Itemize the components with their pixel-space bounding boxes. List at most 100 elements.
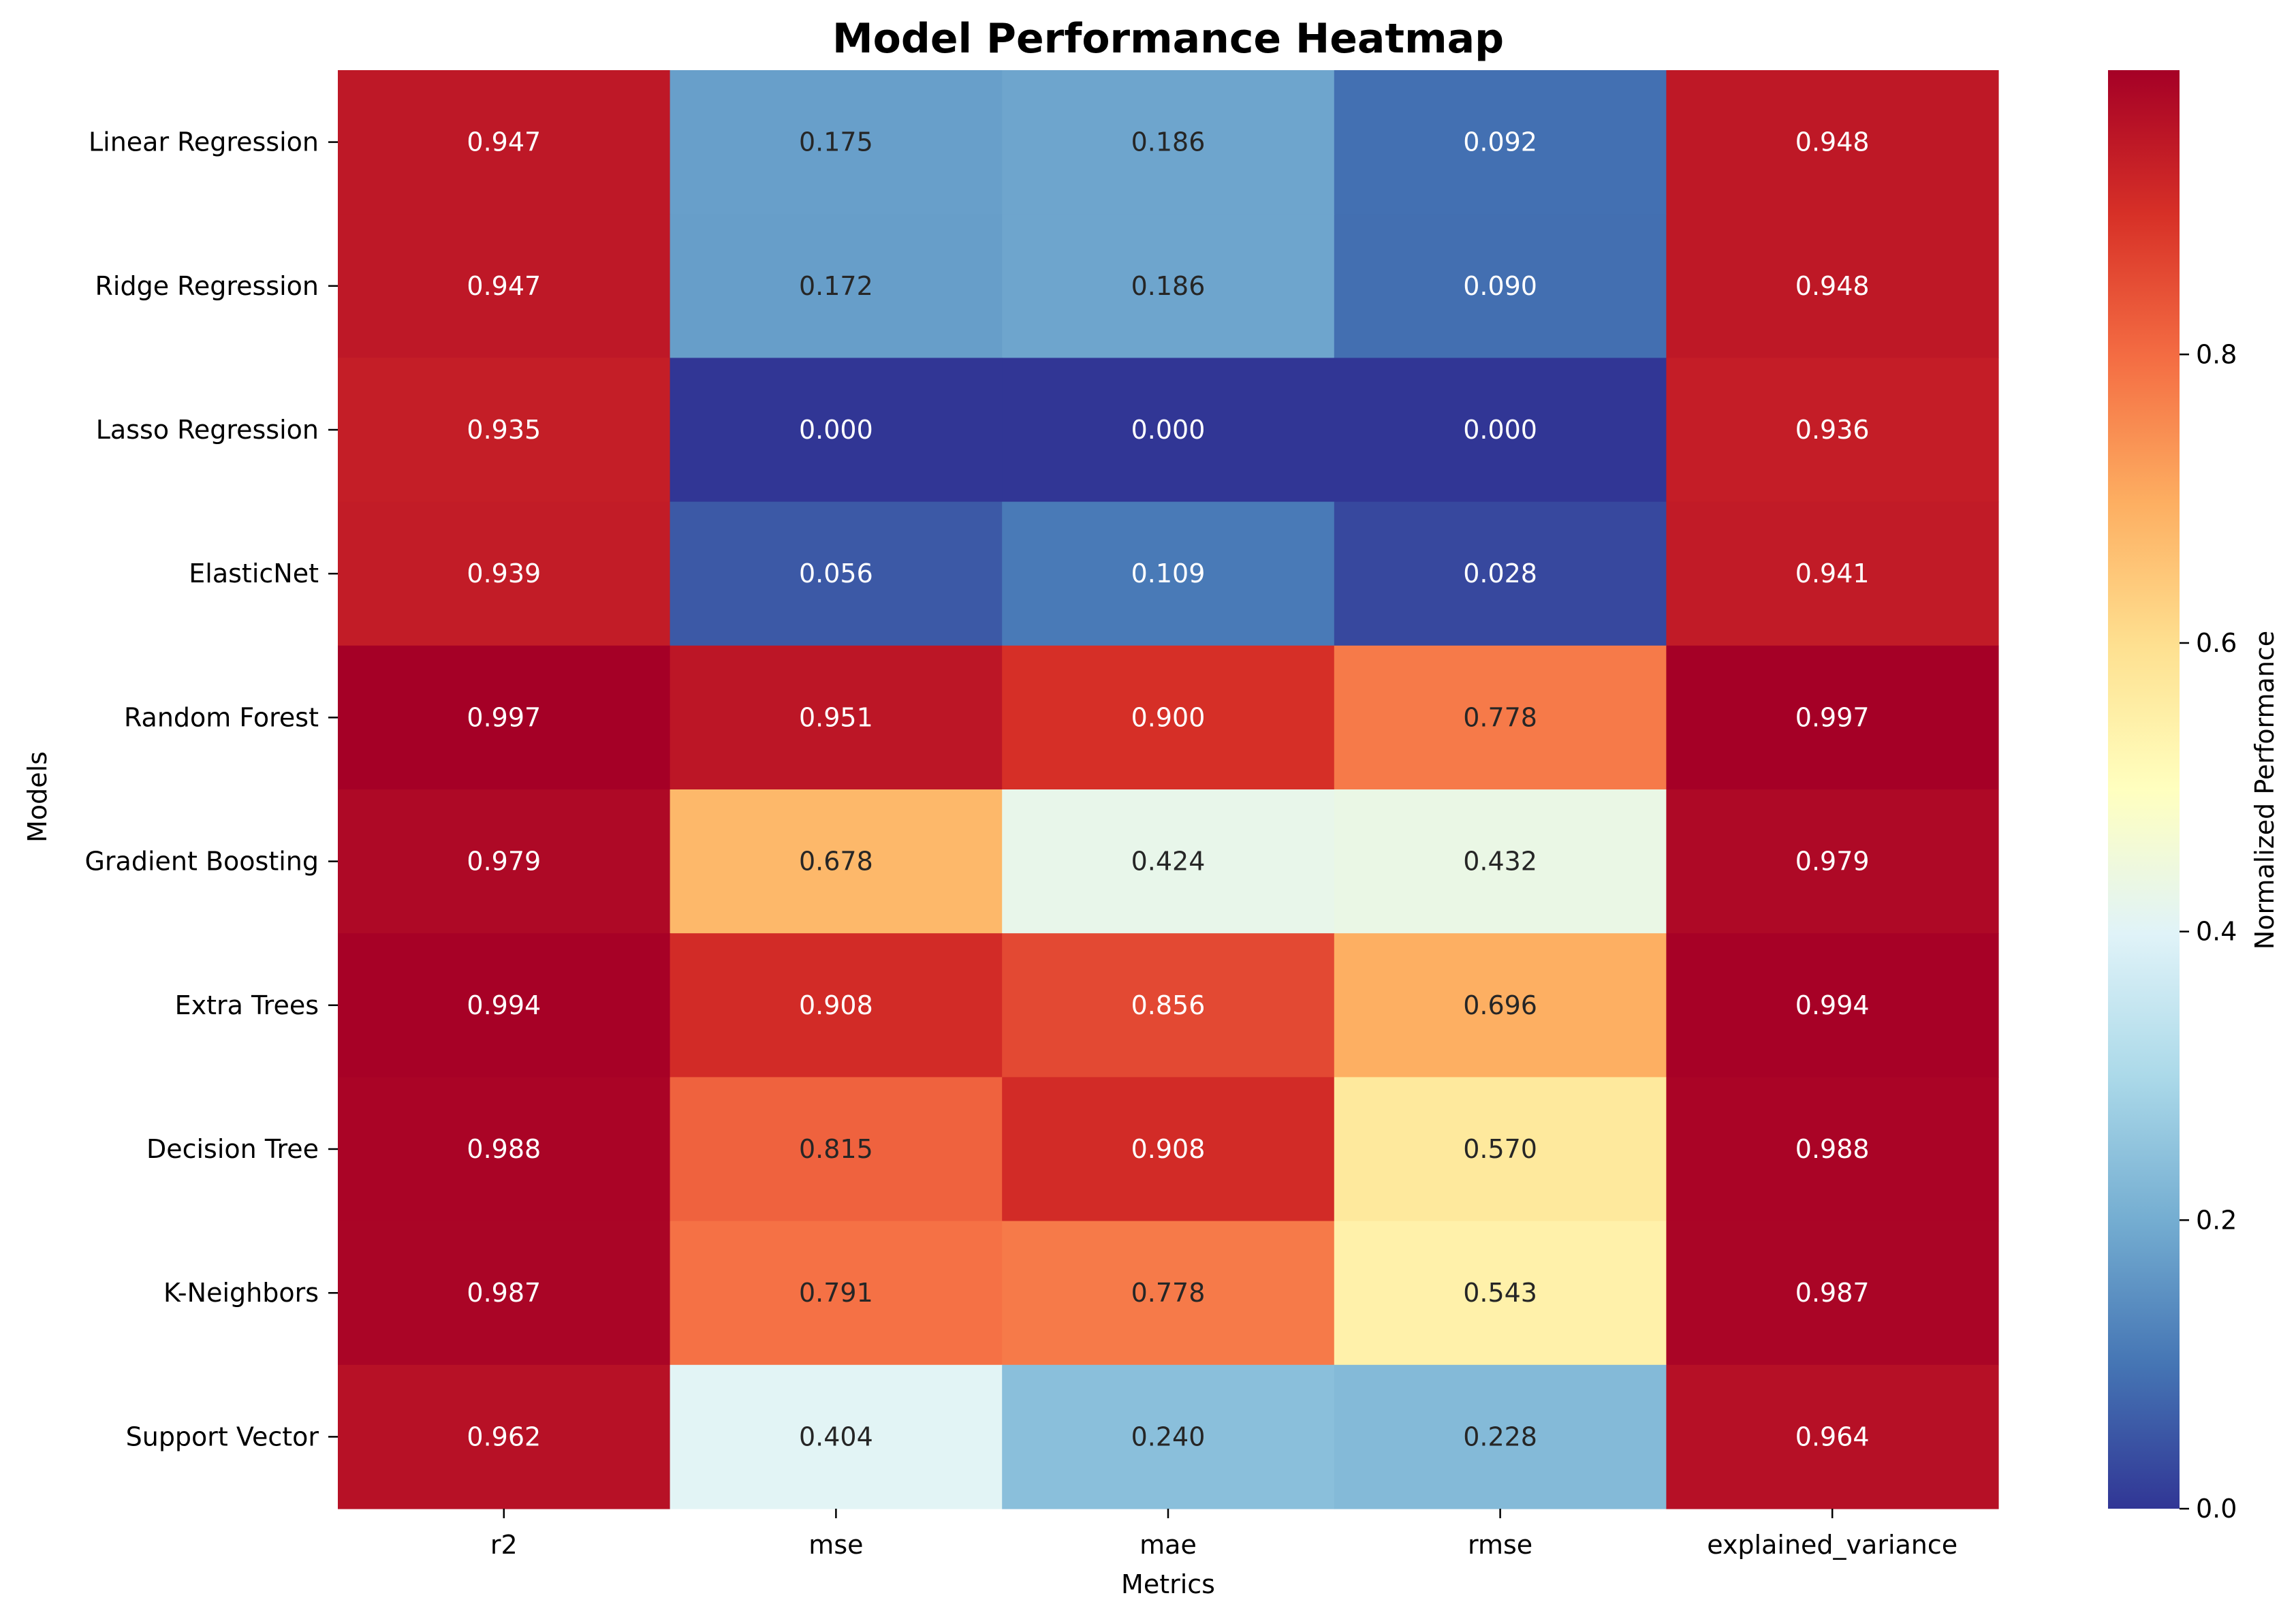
heatmap-cell bbox=[338, 789, 671, 934]
heatmap-cell bbox=[670, 501, 1003, 646]
cell-value-label: 0.979 bbox=[1795, 847, 1870, 877]
heatmap-cell bbox=[338, 933, 671, 1078]
cell-value-label: 0.678 bbox=[799, 847, 873, 877]
cell-value-label: 0.175 bbox=[799, 127, 873, 157]
y-axis-ticks: Linear Regression Ridge Regression Lasso R… bbox=[84, 127, 338, 1451]
heatmap-cell bbox=[1666, 1221, 1999, 1366]
heatmap-cell bbox=[1666, 1077, 1999, 1222]
heatmap-cell bbox=[1334, 358, 1667, 503]
heatmap-cell bbox=[1666, 214, 1999, 358]
cell-value-label: 0.951 bbox=[799, 702, 873, 732]
colorbar-tick-label: 0.0 bbox=[2196, 1494, 2237, 1524]
cell-value-label: 0.908 bbox=[799, 990, 873, 1020]
chart-title: Model Performance Heatmap bbox=[832, 15, 1504, 63]
heatmap-cell bbox=[1002, 358, 1335, 503]
cell-value-label: 0.432 bbox=[1463, 847, 1537, 877]
cell-value-label: 0.696 bbox=[1463, 990, 1537, 1020]
heatmap-cell bbox=[1002, 789, 1335, 934]
heatmap-cell bbox=[670, 789, 1003, 934]
heatmap-cell bbox=[670, 645, 1003, 790]
heatmap-cell-labels: 0.947 0.175 0.186 0.092 0.948 0.947 0.172 0.186… bbox=[467, 127, 1869, 1452]
cell-value-label: 0.228 bbox=[1463, 1422, 1537, 1451]
cell-value-label: 0.948 bbox=[1795, 127, 1870, 157]
colorbar-tick-label: 0.4 bbox=[2196, 917, 2237, 947]
heatmap-cell bbox=[1666, 70, 1999, 215]
heatmap-cell bbox=[1002, 645, 1335, 790]
heatmap-cells bbox=[338, 70, 1999, 1509]
heatmap-cell bbox=[1666, 1364, 1999, 1509]
heatmap-cell bbox=[1666, 358, 1999, 503]
x-axis-label: Metrics bbox=[1121, 1569, 1215, 1599]
y-tick-label: Lasso Regression bbox=[96, 415, 319, 445]
cell-value-label: 0.947 bbox=[467, 271, 541, 301]
cell-value-label: 0.964 bbox=[1795, 1422, 1870, 1451]
x-tick-label: explained_variance bbox=[1707, 1530, 1957, 1560]
y-tick-label: Linear Regression bbox=[89, 127, 319, 157]
heatmap-cell bbox=[1002, 1364, 1335, 1509]
y-tick-label: ElasticNet bbox=[189, 559, 319, 588]
colorbar-tick-label: 0.2 bbox=[2196, 1205, 2237, 1235]
cell-value-label: 0.856 bbox=[1131, 990, 1206, 1020]
cell-value-label: 0.000 bbox=[1131, 415, 1206, 445]
cell-value-label: 0.186 bbox=[1131, 127, 1206, 157]
heatmap-cell bbox=[1666, 645, 1999, 790]
heatmap-cell bbox=[670, 1221, 1003, 1366]
cell-value-label: 0.570 bbox=[1463, 1134, 1537, 1164]
cell-value-label: 0.988 bbox=[467, 1134, 541, 1164]
cell-value-label: 0.186 bbox=[1131, 271, 1206, 301]
heatmap-cell bbox=[1334, 70, 1667, 215]
heatmap-cell bbox=[1334, 645, 1667, 790]
cell-value-label: 0.987 bbox=[1795, 1278, 1870, 1308]
cell-value-label: 0.543 bbox=[1463, 1278, 1537, 1308]
colorbar-label: Normalized Performance bbox=[2250, 631, 2280, 949]
heatmap-cell bbox=[1666, 933, 1999, 1078]
cell-value-label: 0.092 bbox=[1463, 127, 1537, 157]
cell-value-label: 0.994 bbox=[1795, 990, 1870, 1020]
cell-value-label: 0.979 bbox=[467, 847, 541, 877]
heatmap-cell bbox=[338, 501, 671, 646]
heatmap-cell bbox=[338, 1221, 671, 1366]
cell-value-label: 0.939 bbox=[467, 559, 541, 588]
heatmap-cell bbox=[1002, 1077, 1335, 1222]
heatmap-cell bbox=[338, 214, 671, 358]
heatmap-cell bbox=[1334, 933, 1667, 1078]
colorbar-gradient bbox=[2108, 70, 2180, 1509]
cell-value-label: 0.778 bbox=[1131, 1278, 1206, 1308]
heatmap-cell bbox=[670, 933, 1003, 1078]
cell-value-label: 0.404 bbox=[799, 1422, 873, 1451]
colorbar-ticks: 0.0 0.2 0.4 0.6 0.8 bbox=[2180, 339, 2237, 1524]
cell-value-label: 0.947 bbox=[467, 127, 541, 157]
heatmap-cell bbox=[670, 70, 1003, 215]
cell-value-label: 0.028 bbox=[1463, 559, 1537, 588]
heatmap-cell bbox=[1002, 214, 1335, 358]
heatmap-cell bbox=[1002, 933, 1335, 1078]
heatmap-cell bbox=[338, 645, 671, 790]
colorbar: 0.0 0.2 0.4 0.6 0.8 Normalized Performance bbox=[2108, 70, 2280, 1524]
colorbar-tick-label: 0.8 bbox=[2196, 339, 2237, 369]
cell-value-label: 0.936 bbox=[1795, 415, 1870, 445]
y-tick-label: Ridge Regression bbox=[95, 271, 319, 301]
x-tick-label: mse bbox=[808, 1530, 863, 1560]
heatmap-cell bbox=[1334, 1077, 1667, 1222]
cell-value-label: 0.109 bbox=[1131, 559, 1206, 588]
cell-value-label: 0.997 bbox=[467, 702, 541, 732]
heatmap-cell bbox=[670, 1364, 1003, 1509]
heatmap-cell bbox=[338, 1077, 671, 1222]
heatmap-cell bbox=[1002, 70, 1335, 215]
colorbar-tick-label: 0.6 bbox=[2196, 628, 2237, 658]
x-axis-ticks: r2 mse mae rmse explained_variance bbox=[490, 1509, 1957, 1560]
heatmap-cell bbox=[670, 358, 1003, 503]
heatmap-cell bbox=[1334, 1221, 1667, 1366]
cell-value-label: 0.000 bbox=[799, 415, 873, 445]
cell-value-label: 0.056 bbox=[799, 559, 873, 588]
cell-value-label: 0.900 bbox=[1131, 702, 1206, 732]
cell-value-label: 0.941 bbox=[1795, 559, 1870, 588]
heatmap-cell bbox=[1334, 501, 1667, 646]
cell-value-label: 0.778 bbox=[1463, 702, 1537, 732]
cell-value-label: 0.994 bbox=[467, 990, 541, 1020]
y-tick-label: Random Forest bbox=[124, 702, 319, 732]
cell-value-label: 0.815 bbox=[799, 1134, 873, 1164]
heatmap-cell bbox=[1666, 789, 1999, 934]
